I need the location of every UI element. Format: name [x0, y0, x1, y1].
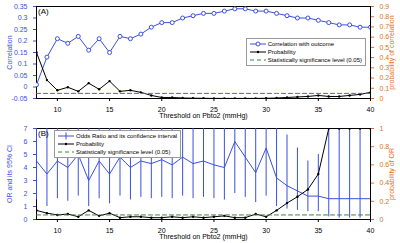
svg-text:0.2: 0.2 — [379, 197, 390, 205]
svg-text:0.1: 0.1 — [379, 84, 390, 92]
svg-text:0.2: 0.2 — [18, 37, 28, 44]
html-text:Probability: Probability — [267, 48, 296, 55]
svg-text:0: 0 — [380, 95, 384, 102]
svg-text:1: 1 — [380, 125, 384, 132]
svg-text:0.4: 0.4 — [379, 53, 390, 61]
svg-text:20: 20 — [157, 227, 166, 235]
svg-text:7: 7 — [24, 125, 28, 132]
html-text:Odds Ratio and its confidence: Odds Ratio and its confidence interval — [76, 132, 178, 139]
svg-text:0.3: 0.3 — [18, 14, 28, 21]
svg-text:30: 30 — [262, 106, 270, 113]
svg-text:10: 10 — [53, 106, 61, 113]
html-text:Statistically significance lev: Statistically significance level (0.05) — [76, 148, 171, 155]
svg-text:0.4: 0.4 — [379, 179, 390, 187]
svg-text:0.7: 0.7 — [379, 23, 390, 31]
svg-text:35: 35 — [314, 106, 322, 113]
svg-text:0.3: 0.3 — [379, 64, 390, 72]
svg-text:20: 20 — [157, 106, 166, 114]
svg-text:15: 15 — [106, 106, 114, 113]
svg-text:15: 15 — [106, 227, 114, 234]
svg-text:OR and its 95% CI: OR and its 95% CI — [6, 145, 13, 203]
html-text:(A): (A) — [38, 7, 49, 16]
svg-text:probability of correlation: probability of correlation — [388, 15, 396, 89]
svg-text:0.35: 0.35 — [14, 3, 28, 10]
svg-text:probability of OR: probability of OR — [388, 148, 396, 200]
svg-text:0.1: 0.1 — [18, 60, 28, 67]
svg-text:5: 5 — [24, 151, 28, 158]
svg-text:30: 30 — [262, 227, 270, 234]
svg-text:35: 35 — [314, 227, 322, 234]
svg-text:Threshold on Pbto2 (mmHg): Threshold on Pbto2 (mmHg) — [159, 112, 247, 120]
svg-text:Threshold on Pbto2 (mmHg): Threshold on Pbto2 (mmHg) — [159, 233, 247, 241]
svg-text:25: 25 — [210, 227, 218, 235]
svg-text:0.25: 0.25 — [14, 26, 28, 33]
svg-text:0.8: 0.8 — [379, 13, 390, 20]
svg-text:25: 25 — [210, 106, 218, 114]
html-text:Probability: Probability — [76, 140, 104, 147]
svg-text:10: 10 — [53, 227, 61, 234]
svg-text:2: 2 — [24, 190, 28, 197]
svg-text:0.15: 0.15 — [14, 49, 28, 56]
svg-text:3: 3 — [24, 177, 28, 184]
svg-text:0.6: 0.6 — [379, 33, 390, 41]
html-text:Statistically significance lev: Statistically significance level (0.05) — [267, 56, 362, 63]
svg-text:0: 0 — [24, 83, 28, 90]
svg-text:1: 1 — [24, 203, 28, 210]
svg-text:0.5: 0.5 — [379, 43, 390, 51]
svg-text:Correlation: Correlation — [6, 35, 13, 69]
svg-text:0.8: 0.8 — [379, 142, 390, 150]
svg-text:-0.05: -0.05 — [12, 95, 28, 102]
svg-text:0: 0 — [24, 216, 28, 223]
svg-text:40: 40 — [367, 227, 375, 234]
html-text:(B): (B) — [38, 129, 49, 138]
svg-text:4: 4 — [24, 164, 28, 171]
html-text:Correlation with outcome: Correlation with outcome — [267, 40, 334, 47]
svg-text:40: 40 — [367, 106, 375, 113]
svg-text:0.6: 0.6 — [379, 161, 390, 169]
svg-text:0.2: 0.2 — [379, 74, 390, 82]
svg-text:0: 0 — [380, 216, 384, 223]
svg-text:6: 6 — [24, 138, 28, 145]
svg-text:0.05: 0.05 — [14, 72, 28, 79]
svg-text:0.9: 0.9 — [380, 3, 390, 10]
